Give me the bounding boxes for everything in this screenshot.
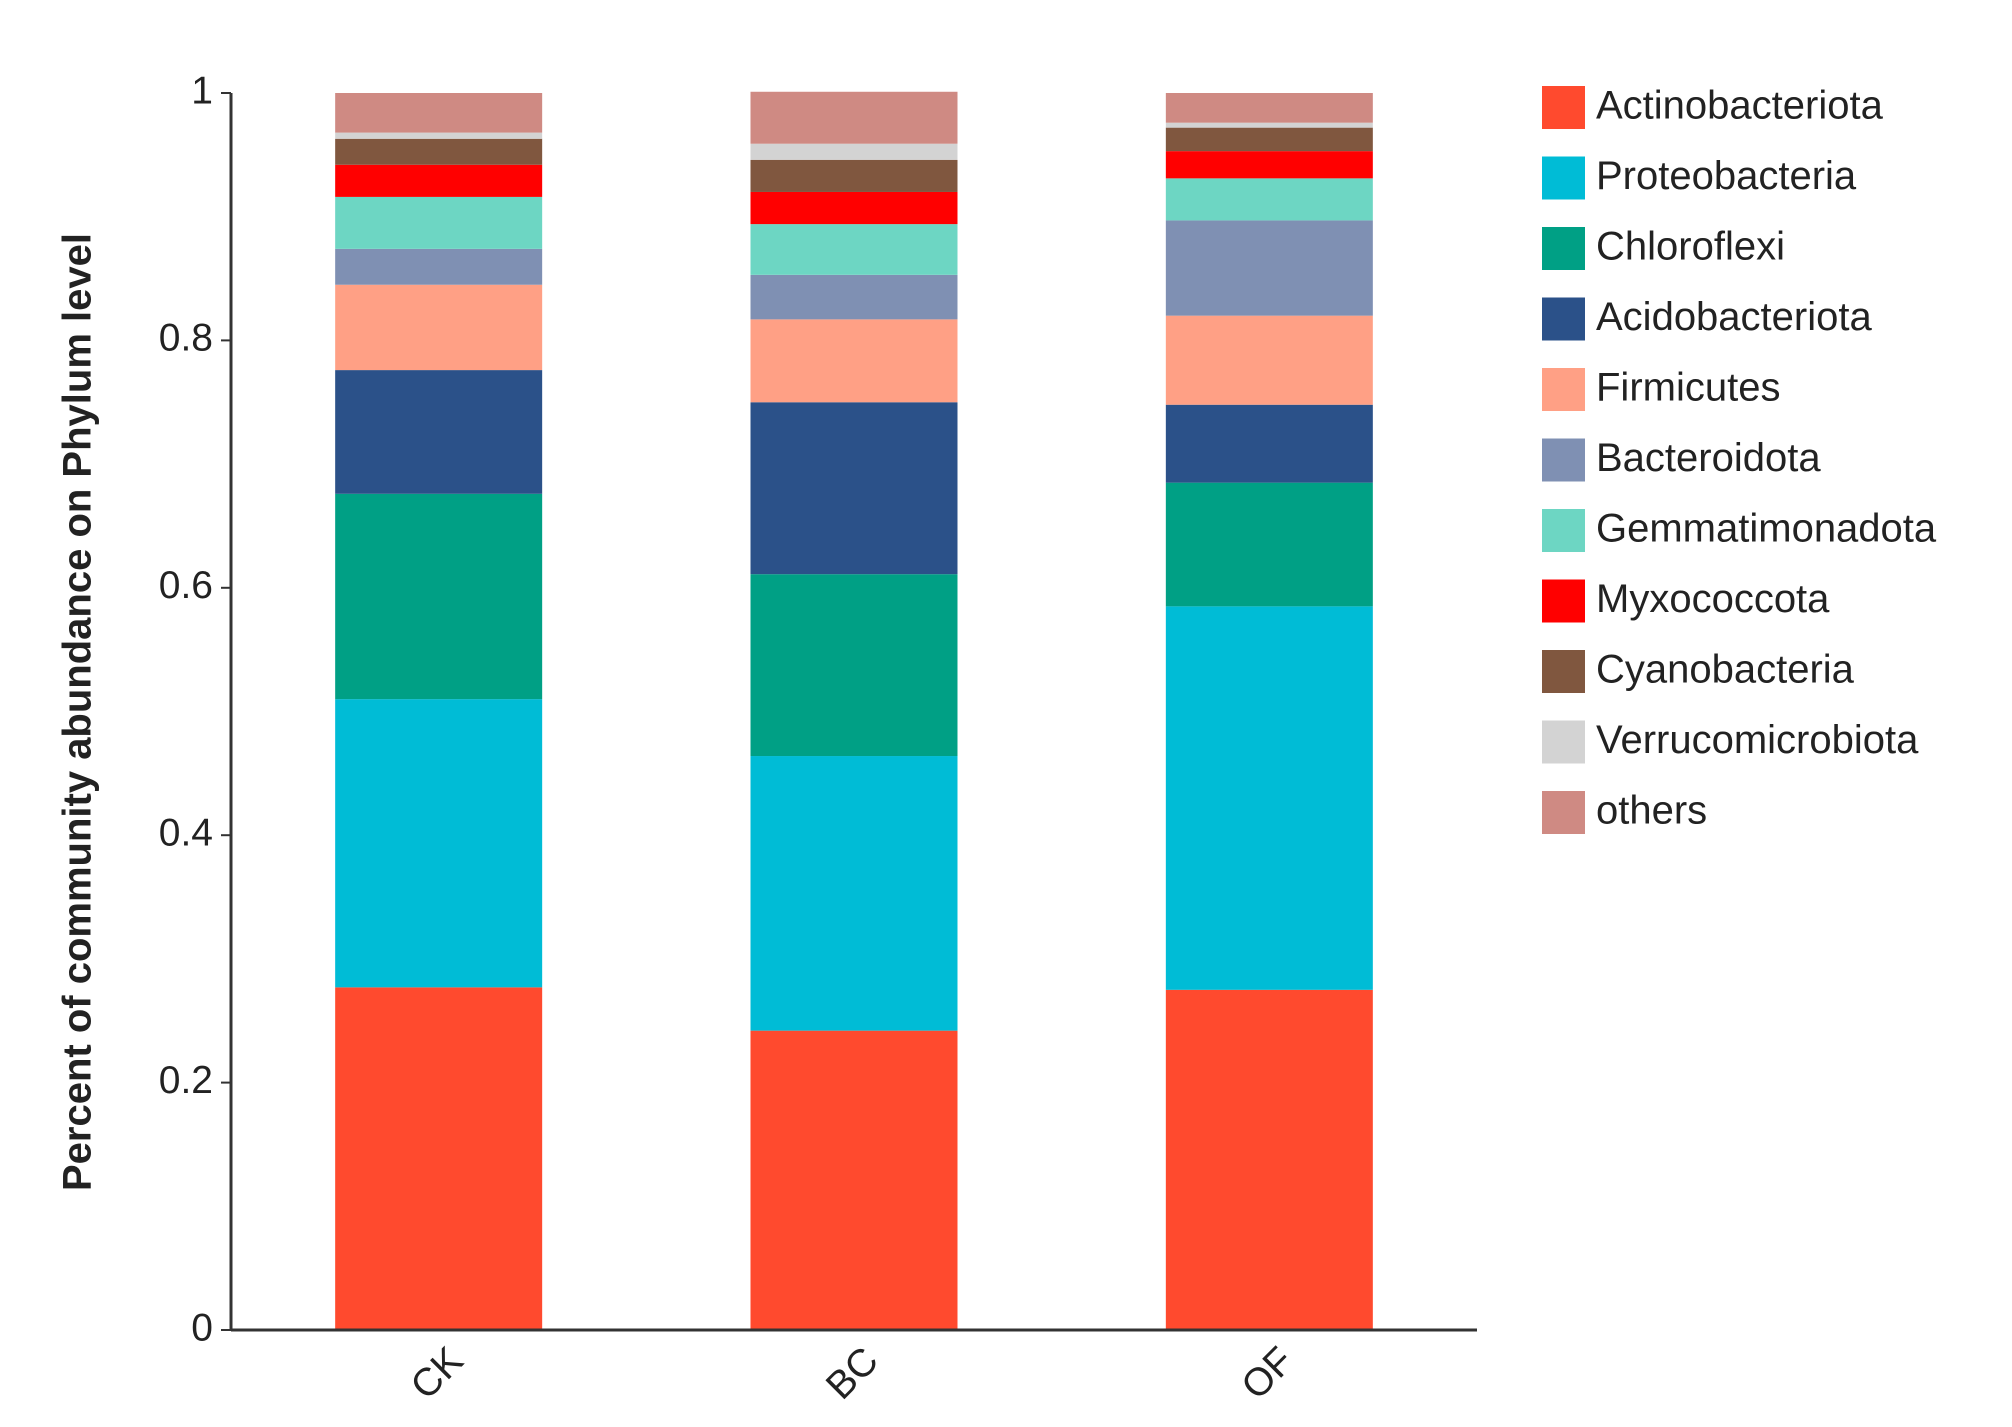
bar-segment: [335, 284, 543, 371]
legend-swatch: [1542, 579, 1585, 623]
x-tick-label: OF: [1233, 1339, 1302, 1408]
bar-segment: [335, 164, 543, 197]
legend-swatch: [1542, 156, 1585, 200]
bar-segment: [335, 987, 543, 1330]
legend-label: Verrucomicrobiota: [1596, 718, 1919, 762]
bar-segment: [1165, 151, 1373, 179]
bar-segment: [750, 91, 958, 144]
legend-swatch: [1542, 720, 1585, 764]
legend-label: Acidobacteriota: [1596, 295, 1872, 339]
bar-segment: [1165, 606, 1373, 990]
y-tick-label: 1: [191, 69, 213, 112]
legend-swatch: [1542, 86, 1585, 129]
y-axis-label: Percent of community abundance on Phylum…: [56, 233, 100, 1191]
bar-segment: [335, 248, 543, 285]
bar-segment: [1165, 482, 1373, 607]
x-tick-label: CK: [403, 1339, 472, 1408]
legend-swatch: [1542, 791, 1585, 834]
bar-segment: [1165, 404, 1373, 483]
legend-swatch: [1542, 368, 1585, 411]
bar-segment: [335, 699, 543, 988]
legend-swatch: [1542, 297, 1585, 341]
bar-segment: [1165, 178, 1373, 221]
bar-segment: [750, 191, 958, 225]
bar-segment: [750, 402, 958, 575]
bar-segment: [750, 224, 958, 275]
bar-segment: [750, 756, 958, 1031]
bar-segment: [335, 132, 543, 139]
y-tick-label: 0.8: [159, 317, 213, 360]
legend-swatch: [1542, 509, 1585, 552]
bar-segment: [335, 93, 543, 133]
y-tick-label: 0.4: [159, 811, 213, 854]
bar-segment: [335, 370, 543, 494]
bar-segment: [750, 143, 958, 160]
legend-label: others: [1596, 789, 1707, 833]
y-tick-label: 0.2: [159, 1059, 213, 1102]
bar-segment: [1165, 122, 1373, 128]
bar-segment: [750, 274, 958, 320]
bar-segment: [1165, 93, 1373, 123]
bar-segment: [1165, 315, 1373, 405]
y-tick-label: 0: [191, 1306, 213, 1349]
bar-segment: [335, 493, 543, 700]
legend-label: Proteobacteria: [1596, 154, 1857, 198]
legend-label: Cyanobacteria: [1596, 648, 1855, 692]
bar-segment: [335, 196, 543, 249]
y-tick-label: 0.6: [159, 564, 213, 607]
bar-segment: [750, 1030, 958, 1330]
legend-label: Firmicutes: [1596, 366, 1780, 410]
bar-segment: [335, 138, 543, 165]
bar-segment: [750, 319, 958, 403]
legend-label: Bacteroidota: [1596, 436, 1821, 480]
bar-segment: [1165, 989, 1373, 1330]
legend-label: Chloroflexi: [1596, 225, 1785, 269]
bar-segment: [750, 159, 958, 192]
legend-swatch: [1542, 227, 1585, 270]
legend-label: Actinobacteriota: [1596, 84, 1884, 128]
bar-segment: [750, 574, 958, 757]
legend-label: Gemmatimonadota: [1596, 507, 1937, 551]
legend-label: Myxococcota: [1596, 577, 1830, 621]
x-tick-label: BC: [818, 1339, 887, 1408]
bar-segment: [1165, 220, 1373, 316]
legend-swatch: [1542, 438, 1585, 482]
bar-segment: [1165, 127, 1373, 152]
legend-swatch: [1542, 650, 1585, 693]
